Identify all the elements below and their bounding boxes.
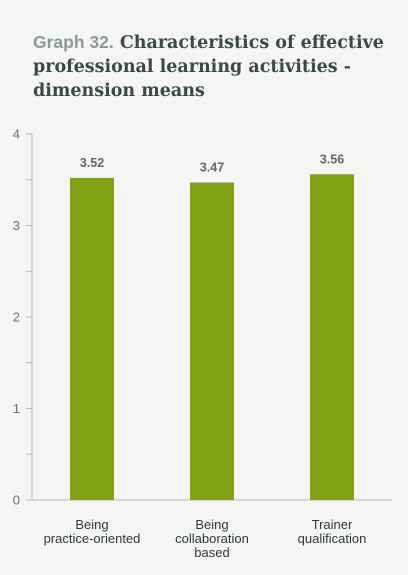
bar [310, 174, 354, 500]
bar [70, 177, 114, 501]
category-label: practice-oriented [44, 531, 141, 546]
y-ticks: 0 1 2 3 4 [13, 127, 32, 508]
data-label: 3.56 [320, 152, 344, 166]
category-label: Trainer [312, 517, 353, 532]
category-label: collaboration [175, 531, 249, 546]
category-label: Being [75, 517, 108, 532]
y-tick-label: 4 [13, 127, 20, 142]
category-label: Being [195, 517, 228, 532]
y-tick-label: 2 [13, 310, 20, 325]
category-labels: Beingpractice-orientedBeingcollaboration… [44, 517, 367, 560]
y-tick-label: 1 [13, 401, 20, 416]
bars: 3.52 3.47 3.56 [70, 152, 354, 501]
category-label: qualification [298, 531, 367, 546]
chart-title-text: Characteristics of effective professiona… [33, 33, 384, 101]
chart-title-prefix: Graph 32. [33, 32, 114, 52]
y-tick-label: 3 [13, 218, 20, 233]
y-axis: 0 1 2 3 4 [13, 127, 33, 508]
category-label: based [194, 545, 229, 560]
y-tick-label: 0 [13, 493, 20, 508]
data-label: 3.47 [200, 160, 224, 174]
chart-title: Graph 32. Characteristics of effective p… [33, 30, 393, 103]
bar [190, 182, 234, 500]
data-label: 3.52 [80, 156, 104, 170]
